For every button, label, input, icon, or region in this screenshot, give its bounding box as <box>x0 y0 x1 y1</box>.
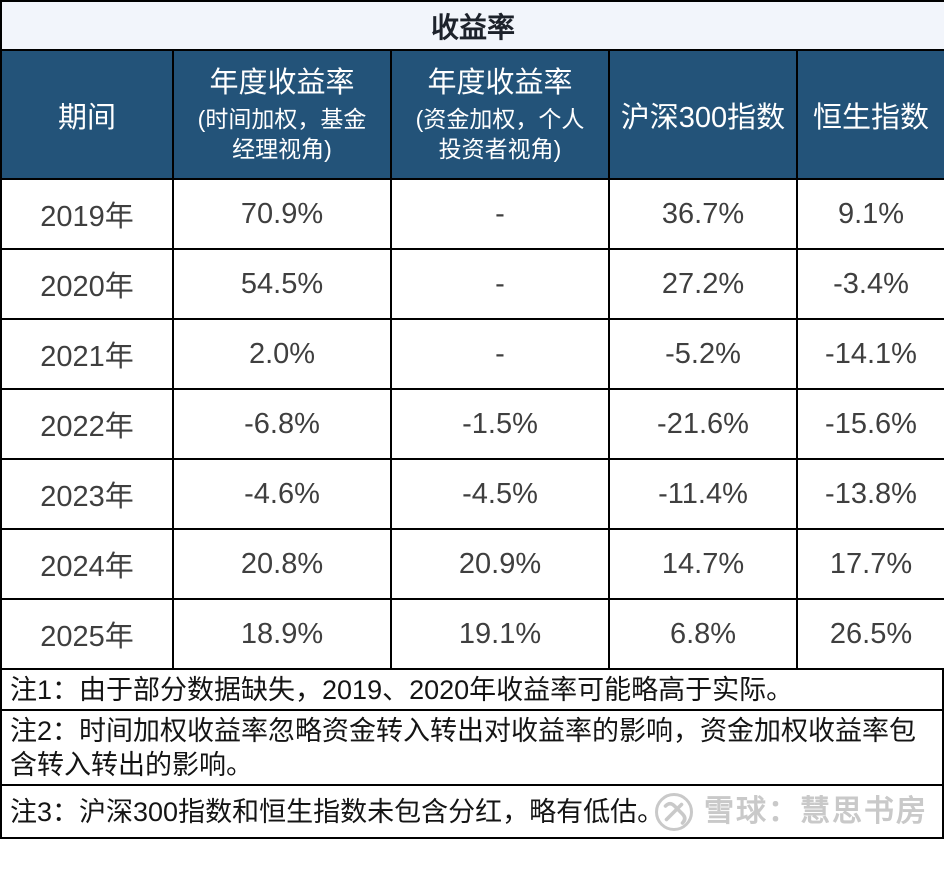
footnote-3: 注3：沪深300指数和恒生指数未包含分红，略有低估。 雪球：慧思书房 <box>0 784 944 839</box>
cell-hs300: 36.7% <box>608 178 798 250</box>
col-header-hs300: 沪深300指数 <box>608 49 798 180</box>
footnote-1-text: 注1：由于部分数据缺失，2019、2020年收益率可能略高于实际。 <box>10 674 794 705</box>
cell-time-weighted: 2.0% <box>172 318 392 390</box>
col-header-mw-sub: (资金加权，个人 投资者视角) <box>415 105 585 163</box>
cell-money-weighted: 19.1% <box>390 598 610 670</box>
cell-hsi: -13.8% <box>796 458 944 530</box>
cell-hsi: -15.6% <box>796 388 944 460</box>
col-header-period: 期间 <box>0 49 174 180</box>
col-header-time-weighted: 年度收益率 (时间加权，基金 经理视角) <box>172 49 392 180</box>
cell-hs300: 6.8% <box>608 598 798 670</box>
title-row: 收益率 <box>0 0 944 51</box>
col-header-tw-sub: (时间加权，基金 经理视角) <box>197 105 367 163</box>
cell-period: 2025年 <box>0 598 174 670</box>
cell-hsi: 26.5% <box>796 598 944 670</box>
cell-hs300: 27.2% <box>608 248 798 320</box>
cell-time-weighted: -6.8% <box>172 388 392 460</box>
footnote-2-text: 注2：时间加权收益率忽略资金转入转出对收益率的影响，资金加权收益率包含转入转出的… <box>10 715 917 780</box>
xueqiu-logo-icon <box>655 792 693 831</box>
cell-hs300: -11.4% <box>608 458 798 530</box>
cell-period: 2023年 <box>0 458 174 530</box>
cell-time-weighted: -4.6% <box>172 458 392 530</box>
cell-period: 2024年 <box>0 528 174 600</box>
cell-money-weighted: - <box>390 248 610 320</box>
cell-hsi: -14.1% <box>796 318 944 390</box>
col-header-period-label: 期间 <box>57 101 116 134</box>
cell-time-weighted: 20.8% <box>172 528 392 600</box>
cell-money-weighted: 20.9% <box>390 528 610 600</box>
cell-period: 2021年 <box>0 318 174 390</box>
table-row-2019: 2019年 70.9% - 36.7% 9.1% <box>0 178 944 250</box>
cell-money-weighted: -4.5% <box>390 458 610 530</box>
cell-period: 2022年 <box>0 388 174 460</box>
watermark-text: 雪球：慧思书房 <box>704 794 928 828</box>
table-row-2022: 2022年 -6.8% -1.5% -21.6% -15.6% <box>0 388 944 460</box>
watermark: 雪球：慧思书房 <box>653 791 928 833</box>
cell-money-weighted: - <box>390 178 610 250</box>
table-row-2025: 2025年 18.9% 19.1% 6.8% 26.5% <box>0 598 944 670</box>
col-header-tw-main: 年度收益率 <box>209 66 355 99</box>
col-header-hs300-label: 沪深300指数 <box>620 101 786 134</box>
cell-money-weighted: - <box>390 318 610 390</box>
table-row-2020: 2020年 54.5% - 27.2% -3.4% <box>0 248 944 320</box>
table-row-2021: 2021年 2.0% - -5.2% -14.1% <box>0 318 944 390</box>
cell-hs300: -5.2% <box>608 318 798 390</box>
table-row-2024: 2024年 20.8% 20.9% 14.7% 17.7% <box>0 528 944 600</box>
table-row-2023: 2023年 -4.6% -4.5% -11.4% -13.8% <box>0 458 944 530</box>
cell-money-weighted: -1.5% <box>390 388 610 460</box>
table-title: 收益率 <box>0 0 944 51</box>
footnote-1: 注1：由于部分数据缺失，2019、2020年收益率可能略高于实际。 <box>0 668 944 711</box>
cell-period: 2019年 <box>0 178 174 250</box>
col-header-money-weighted: 年度收益率 (资金加权，个人 投资者视角) <box>390 49 610 180</box>
col-header-hsi: 恒生指数 <box>796 49 944 180</box>
footnote-3-text: 注3：沪深300指数和恒生指数未包含分红，略有低估。 <box>10 796 665 827</box>
cell-hsi: -3.4% <box>796 248 944 320</box>
cell-hs300: 14.7% <box>608 528 798 600</box>
returns-table: 收益率 期间 年度收益率 (时间加权，基金 经理视角) 年度收益率 (资金加权，… <box>0 0 944 670</box>
cell-period: 2020年 <box>0 248 174 320</box>
col-header-hsi-label: 恒生指数 <box>812 101 929 134</box>
col-header-mw-main: 年度收益率 <box>427 66 573 99</box>
cell-time-weighted: 70.9% <box>172 178 392 250</box>
cell-time-weighted: 54.5% <box>172 248 392 320</box>
cell-hs300: -21.6% <box>608 388 798 460</box>
footnote-2: 注2：时间加权收益率忽略资金转入转出对收益率的影响，资金加权收益率包含转入转出的… <box>0 709 944 786</box>
cell-hsi: 9.1% <box>796 178 944 250</box>
cell-time-weighted: 18.9% <box>172 598 392 670</box>
cell-hsi: 17.7% <box>796 528 944 600</box>
header-row: 期间 年度收益率 (时间加权，基金 经理视角) 年度收益率 (资金加权，个人 投… <box>0 49 944 180</box>
